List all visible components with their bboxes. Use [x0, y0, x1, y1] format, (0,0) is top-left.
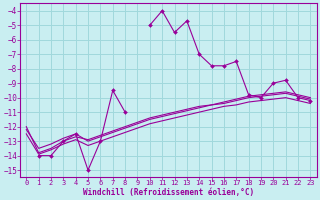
X-axis label: Windchill (Refroidissement éolien,°C): Windchill (Refroidissement éolien,°C) [83, 188, 254, 197]
